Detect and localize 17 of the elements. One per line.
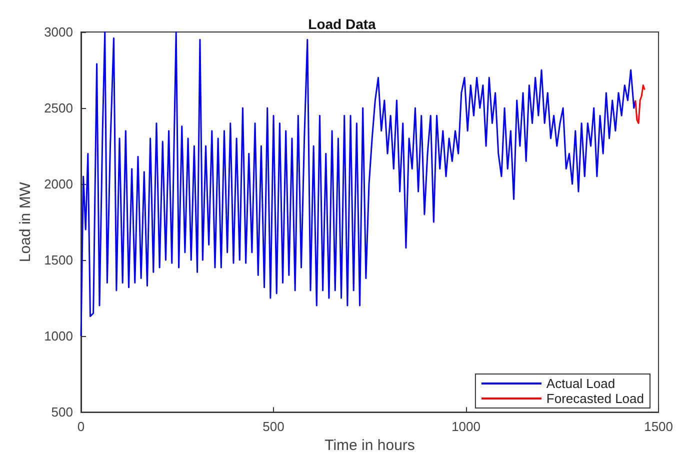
legend-label: Actual Load [546, 376, 616, 391]
legend-label: Forecasted Load [546, 391, 644, 406]
x-tick-label: 1500 [644, 419, 673, 434]
y-tick-label: 1000 [44, 328, 73, 344]
y-tick-label: 2500 [44, 100, 73, 116]
x-tick-label: 0 [77, 419, 85, 434]
chart-title: Load Data [308, 16, 376, 32]
y-tick-label: 2000 [44, 176, 73, 192]
line-series [634, 84, 646, 124]
x-axis-title: Time in hours [324, 437, 415, 454]
y-tick-label: 1500 [44, 252, 73, 268]
y-tick-label: 500 [51, 404, 73, 420]
x-tick-label: 1000 [452, 419, 480, 434]
y-axis-title: Load in MW [17, 181, 34, 262]
line-series [80, 31, 636, 337]
x-tick-label: 500 [262, 419, 284, 434]
y-tick-label: 3000 [44, 24, 73, 40]
